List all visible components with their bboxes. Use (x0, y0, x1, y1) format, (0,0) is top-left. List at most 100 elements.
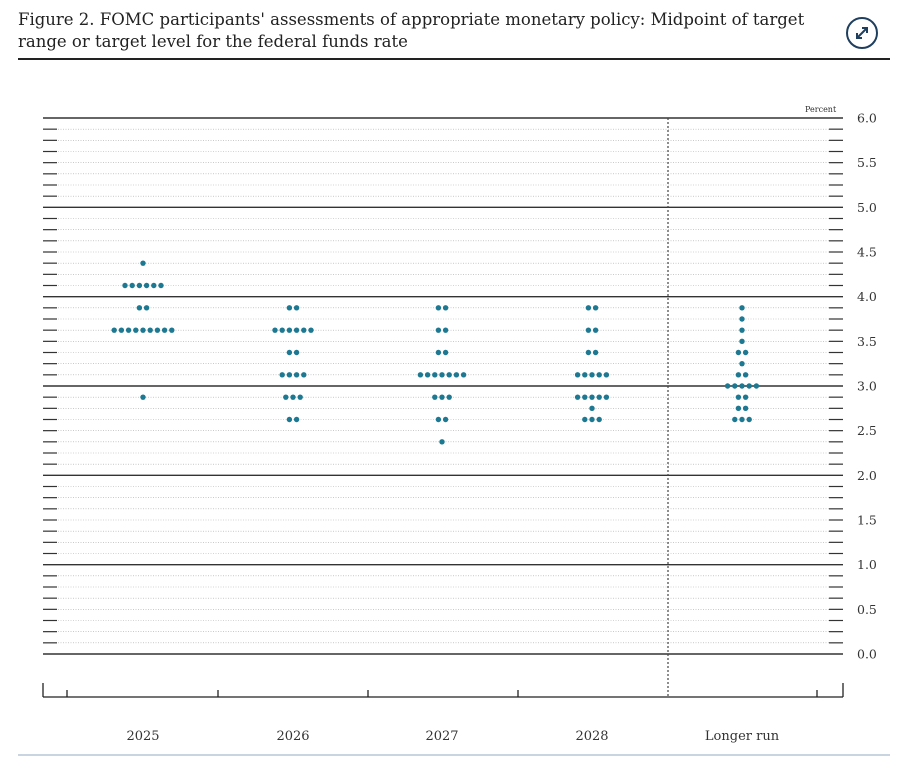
participant-dot (111, 327, 117, 333)
y-tick-label: 2.0 (857, 468, 877, 483)
participant-dot (424, 372, 431, 378)
participant-dot (286, 305, 293, 311)
y-tick-label: 1.0 (857, 557, 877, 572)
participant-dot (582, 416, 588, 423)
participant-dot (293, 305, 300, 311)
y-tick-label: 6.0 (857, 111, 877, 126)
participant-dot (125, 327, 132, 333)
participant-dot (739, 327, 745, 333)
participant-dot (136, 305, 143, 311)
participant-dot (446, 372, 452, 378)
participant-dot (742, 394, 749, 400)
participant-dot (143, 305, 150, 311)
x-category-label: 2027 (425, 729, 458, 744)
participant-dot (735, 349, 742, 356)
participant-dot (169, 327, 175, 333)
participant-dot (742, 349, 749, 356)
participant-dot (735, 394, 742, 400)
participant-dot (293, 327, 300, 333)
participant-dot (592, 305, 599, 311)
participant-dot (596, 416, 602, 423)
participant-dot (293, 349, 300, 356)
x-category-label: 2028 (575, 729, 608, 744)
participant-dot (293, 416, 300, 423)
y-tick-label: 4.0 (857, 289, 877, 304)
participant-dot (446, 394, 452, 400)
participant-dot (746, 383, 752, 389)
participant-dot (301, 327, 307, 333)
participant-dot (133, 327, 139, 333)
participant-dot (596, 394, 602, 400)
participant-dot (435, 327, 442, 333)
participant-dot (742, 405, 749, 412)
participant-dot (592, 349, 599, 356)
participant-dot (582, 394, 588, 400)
participant-dot (589, 394, 595, 400)
participant-dot (746, 416, 752, 423)
participant-dot (453, 372, 460, 378)
participant-dot (589, 372, 595, 378)
participant-dot (442, 349, 449, 356)
participant-dot (136, 282, 143, 289)
participant-dot (129, 282, 135, 289)
participant-dot (585, 327, 592, 333)
participant-dot (739, 383, 745, 389)
participant-dot (442, 305, 449, 311)
participant-dot (439, 372, 445, 378)
bottom-divider (18, 754, 890, 756)
expand-button[interactable] (846, 17, 878, 49)
participant-dot (301, 372, 307, 378)
participant-dot (118, 327, 125, 333)
participant-dot (279, 372, 285, 378)
participant-dot (140, 260, 146, 266)
participant-dot (596, 372, 602, 378)
participant-dot (279, 327, 285, 333)
participant-dot (143, 282, 150, 289)
participant-dot (435, 305, 442, 311)
y-tick-label: 3.5 (857, 334, 877, 349)
participant-dot (460, 372, 467, 378)
participant-dot (286, 327, 293, 333)
participant-dot (582, 372, 588, 378)
participant-dot (442, 416, 449, 423)
participant-dot (417, 372, 424, 378)
participant-dot (290, 394, 296, 400)
participant-dot (592, 327, 599, 333)
participant-dot (293, 372, 300, 378)
figure-title: Figure 2. FOMC participants' assessments… (18, 10, 805, 51)
participant-dot (147, 327, 153, 333)
participant-dot (308, 327, 314, 333)
participant-dot (158, 282, 164, 289)
participant-dot (739, 338, 745, 345)
x-category-label: 2026 (276, 729, 309, 744)
participant-dot (739, 305, 745, 311)
y-tick-label: 0.0 (857, 647, 877, 662)
participant-dot (297, 394, 303, 400)
participant-dot (140, 394, 146, 400)
participant-dot (286, 416, 293, 423)
participant-dot (735, 405, 742, 412)
participant-dot (286, 349, 293, 356)
participant-dot (286, 372, 293, 378)
y-tick-label: 0.5 (857, 602, 877, 617)
participant-dot (585, 305, 592, 311)
participant-dot (724, 383, 731, 389)
participant-dot (122, 282, 128, 289)
participant-dot (432, 394, 438, 400)
participant-dot (735, 372, 742, 378)
participant-dot (140, 327, 146, 333)
participant-dot (161, 327, 168, 333)
participant-dot (739, 360, 745, 367)
participant-dot (603, 372, 610, 378)
x-category-label: 2025 (126, 729, 159, 744)
participant-dot (732, 416, 738, 423)
participant-dot (742, 372, 749, 378)
participant-dot (151, 282, 157, 289)
participant-dot (739, 316, 745, 322)
y-tick-label: 5.5 (857, 155, 877, 170)
y-tick-label: 4.5 (857, 245, 877, 260)
x-category-label: Longer run (705, 729, 780, 744)
participant-dot (753, 383, 760, 389)
y-tick-label: 2.5 (857, 423, 877, 438)
